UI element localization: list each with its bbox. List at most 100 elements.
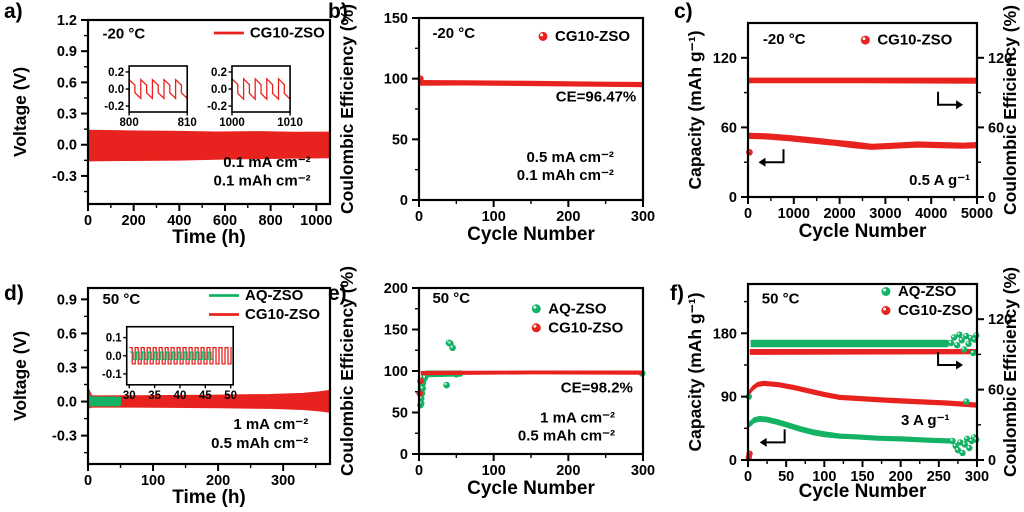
tick-label: 300 xyxy=(271,473,295,489)
tick-label: 1000 xyxy=(300,213,332,229)
arrow-line xyxy=(937,351,957,366)
data-point-highlight xyxy=(968,336,971,339)
axis-arrow-left xyxy=(758,149,785,167)
tick-label: 0.6 xyxy=(57,326,77,342)
legend-label: AQ-ZSO xyxy=(898,283,957,300)
tick-label: 60 xyxy=(988,383,1004,399)
data-point-highlight xyxy=(955,343,958,346)
data-point-highlight xyxy=(966,341,969,344)
inset-tick-label: 0.2 xyxy=(211,67,227,79)
tick-label: 180 xyxy=(713,326,737,342)
tick-label: 100 xyxy=(384,72,408,88)
annotation-text: 50 °C xyxy=(103,291,141,308)
tick-label: 1000 xyxy=(778,206,810,222)
inset-tick-label: 0.1 xyxy=(106,333,123,345)
tick-label: 90 xyxy=(721,390,737,406)
inset-tick-label: 0.0 xyxy=(211,84,227,96)
arrow-head xyxy=(956,100,964,110)
data-point xyxy=(960,346,968,353)
annotation-text: 0.5 A g⁻¹ xyxy=(909,172,970,189)
data-band xyxy=(420,370,644,376)
tick-label: 0.0 xyxy=(57,138,77,154)
annotation-text: -20 °C xyxy=(103,25,146,42)
series-aq-zso-capacity-end-scatter xyxy=(949,434,980,457)
annotation-text: 0.1 mAh cm⁻² xyxy=(517,167,614,184)
inset-0: 0.2 0.0 -0.2 800 810 xyxy=(104,64,197,129)
data-band xyxy=(749,380,978,408)
annotation-text: -20 °C xyxy=(432,25,475,42)
legend: CG10-ZSO xyxy=(538,28,630,45)
tick-label: 0.9 xyxy=(57,292,77,308)
tick-label: 60 xyxy=(988,120,1004,136)
tick-label: 0.3 xyxy=(57,360,77,376)
inset-tick-label: 50 xyxy=(224,390,237,402)
axes xyxy=(412,286,645,461)
inset-tick-label: 1010 xyxy=(277,117,303,129)
x-axis-title: Time (h) xyxy=(172,487,246,508)
y2-axis-title: Coulombic Efficiency (%) xyxy=(1000,267,1020,477)
y-axis-title: Capacity (mAh g⁻¹) xyxy=(685,31,705,190)
tick-label: 0.6 xyxy=(57,75,77,91)
series-cg10-zso-coulombic-efficiency xyxy=(749,349,978,355)
legend-dot-highlight xyxy=(862,37,866,41)
annotations: -20 °C 0.5 A g⁻¹ xyxy=(763,31,970,189)
panel-b-plot: 0 50 100 150 0 100 200 300 Coulombic Efficiency … xyxy=(337,4,655,245)
inset-series xyxy=(231,77,291,101)
data-point-highlight xyxy=(952,335,955,338)
legend-dot-marker xyxy=(531,323,541,333)
tick-label: 150 xyxy=(384,323,408,339)
tick-label: 0 xyxy=(84,213,92,229)
tick-label: -0.3 xyxy=(52,169,77,185)
tick-label: 100 xyxy=(141,473,165,489)
tick-label: 0 xyxy=(84,473,92,489)
tick-label: 800 xyxy=(259,213,283,229)
annotations: 50 °C 3 A g⁻¹ xyxy=(762,290,950,428)
arrow-line xyxy=(937,91,957,106)
series-layer xyxy=(416,339,646,409)
legend: AQ-ZSO CG10-ZSO xyxy=(881,283,973,319)
legend-label: CG10-ZSO xyxy=(245,306,320,323)
legend-item-aq-zso: AQ-ZSO xyxy=(881,283,957,300)
data-point-highlight xyxy=(420,386,423,389)
inset-1: 0.2 0.0 -0.2 1000 1010 xyxy=(207,64,303,129)
inset-tick-label: 35 xyxy=(148,390,161,402)
data-point-highlight xyxy=(450,345,453,348)
tick-label: 60 xyxy=(721,120,737,136)
annotation-text: CE=98.2% xyxy=(561,380,633,397)
data-point xyxy=(953,342,961,349)
legend-label: AQ-ZSO xyxy=(245,287,304,304)
legend-dot-marker xyxy=(538,31,548,41)
inset-tick-label: 30 xyxy=(123,390,136,402)
arrow-head xyxy=(758,157,766,167)
panel-a-plot: 1.2 0.9 0.6 0.3 0.0 -0.3 0 200 400 600 800 1000 Volt… xyxy=(10,13,332,248)
tick-label: 0 xyxy=(415,209,423,225)
legend-dot-highlight xyxy=(883,307,887,311)
data-point-highlight xyxy=(960,450,963,453)
data-band xyxy=(748,132,978,150)
tick-label: 250 xyxy=(927,469,951,485)
arrow-head xyxy=(956,360,964,370)
legend-item-aq-zso: AQ-ZSO xyxy=(531,300,607,317)
x-axis-title: Time (h) xyxy=(172,227,246,248)
legend-item-cg10-zso: CG10-ZSO xyxy=(531,319,624,336)
tick-label: 150 xyxy=(850,469,874,485)
series-cg10-zso-capacity xyxy=(749,380,978,408)
inset-tick-label: 45 xyxy=(199,390,212,402)
inset-tick-label: -0.1 xyxy=(102,369,122,381)
tick-label: 0.3 xyxy=(57,107,77,123)
tick-label: 0 xyxy=(988,453,996,469)
legend: AQ-ZSO CG10-ZSO xyxy=(209,287,320,323)
legend-label: CG10-ZSO xyxy=(548,319,623,336)
series-layer xyxy=(745,77,978,156)
tick-label: 200 xyxy=(889,469,913,485)
data-point-highlight xyxy=(964,399,967,402)
data-band xyxy=(87,389,121,408)
axis-arrow-left xyxy=(759,429,786,447)
tick-label: 3000 xyxy=(869,206,901,222)
legend-label: AQ-ZSO xyxy=(548,300,607,317)
legend-dot-highlight xyxy=(540,33,544,37)
data-point-highlight xyxy=(422,375,426,378)
inset-tick-label: -0.2 xyxy=(207,101,227,113)
legend-item-cg10-zso: CG10-ZSO xyxy=(213,25,325,42)
legend: CG10-ZSO xyxy=(860,32,953,49)
